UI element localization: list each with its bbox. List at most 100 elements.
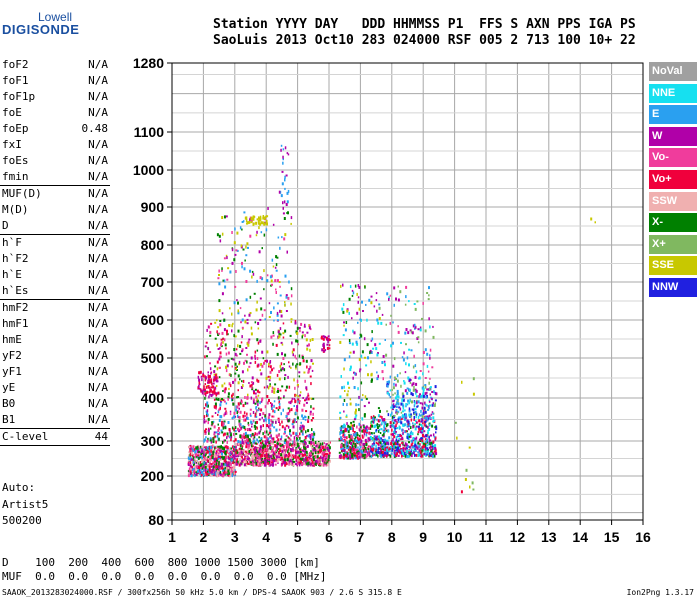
echo-point: [225, 452, 227, 456]
echo-point: [220, 458, 223, 461]
echo-point: [244, 320, 247, 324]
echo-point: [224, 407, 227, 410]
echo-point: [287, 436, 289, 439]
echo-point: [299, 391, 302, 394]
echo-point: [275, 269, 278, 272]
echo-point: [230, 357, 233, 360]
echo-point: [305, 442, 307, 445]
echo-point: [422, 301, 424, 305]
echo-point: [262, 451, 264, 455]
echo-point: [431, 452, 434, 455]
echo-point: [208, 385, 210, 387]
echo-point: [286, 152, 289, 155]
echo-point: [414, 437, 417, 441]
parameter-value: N/A: [88, 203, 108, 216]
echo-point: [382, 439, 384, 442]
echo-point: [238, 415, 241, 419]
parameter-value: N/A: [88, 413, 108, 426]
echo-point: [386, 423, 389, 427]
echo-point: [326, 442, 329, 445]
echo-point: [307, 434, 310, 438]
echo-point: [307, 419, 310, 423]
echo-point: [390, 433, 392, 436]
echo-point: [425, 441, 428, 443]
echo-point: [264, 444, 267, 448]
echo-point: [239, 410, 242, 414]
echo-point: [409, 452, 412, 456]
echo-point: [400, 449, 403, 452]
echo-point: [412, 452, 415, 455]
echo-point: [404, 451, 406, 455]
echo-point: [282, 455, 285, 459]
echo-point: [296, 339, 299, 343]
echo-point: [347, 430, 350, 433]
echo-point: [401, 428, 403, 432]
echo-point: [272, 223, 275, 226]
echo-point: [426, 419, 429, 422]
echo-point: [265, 228, 268, 232]
echo-point: [425, 418, 428, 422]
echo-point: [292, 362, 294, 366]
echo-point: [193, 467, 196, 471]
echo-point: [248, 365, 251, 368]
echo-point: [291, 341, 293, 345]
echo-point: [213, 433, 216, 436]
parameter-value: N/A: [88, 236, 108, 249]
echo-point: [342, 283, 344, 287]
echo-point: [402, 398, 405, 402]
echo-point: [230, 447, 232, 450]
x-tick-label: 10: [447, 529, 463, 545]
echo-point: [268, 362, 270, 366]
echo-point: [234, 448, 237, 451]
parameter-row: foF1p N/A: [0, 89, 112, 105]
echo-point: [271, 283, 273, 286]
parameter-row: h`F N/A: [0, 235, 112, 251]
echo-point: [210, 372, 212, 375]
echo-point: [259, 215, 262, 219]
echo-point: [237, 460, 239, 463]
echo-point: [198, 371, 200, 375]
echo-point: [240, 457, 243, 461]
echo-point: [428, 427, 431, 431]
echo-point: [419, 443, 421, 447]
echo-point: [348, 342, 351, 345]
echo-point: [342, 453, 345, 457]
echo-point: [220, 338, 223, 341]
parameter-name: D: [2, 219, 9, 232]
echo-point: [213, 398, 216, 401]
echo-point: [241, 438, 244, 442]
echo-point: [207, 450, 210, 454]
parameter-name: foEs: [2, 154, 29, 167]
echo-point: [282, 212, 285, 215]
echo-point: [408, 388, 411, 392]
echo-point: [260, 372, 263, 376]
echo-point: [216, 360, 219, 364]
echo-point: [193, 469, 195, 473]
chart-grid: [171, 63, 644, 520]
echo-point: [326, 449, 328, 453]
echo-point: [231, 394, 233, 398]
echo-point: [237, 455, 239, 458]
echo-point: [202, 374, 205, 377]
echo-point: [311, 369, 314, 372]
echo-point: [340, 428, 342, 432]
echo-point: [277, 448, 280, 450]
echo-point: [393, 382, 395, 386]
echo-point: [406, 356, 409, 360]
echo-point: [394, 427, 397, 430]
echo-point: [262, 432, 264, 436]
echo-point: [413, 416, 415, 419]
echo-point: [386, 441, 389, 445]
echo-point: [431, 424, 434, 428]
echo-point: [204, 355, 206, 359]
echo-point: [238, 419, 241, 423]
echo-point: [395, 297, 397, 301]
echo-point: [364, 356, 366, 359]
echo-point: [379, 415, 382, 418]
echo-point: [294, 418, 296, 422]
echo-point: [393, 450, 396, 452]
echo-point: [228, 373, 231, 376]
echo-point: [350, 421, 353, 424]
echo-point: [423, 417, 426, 420]
echo-point: [258, 418, 261, 421]
